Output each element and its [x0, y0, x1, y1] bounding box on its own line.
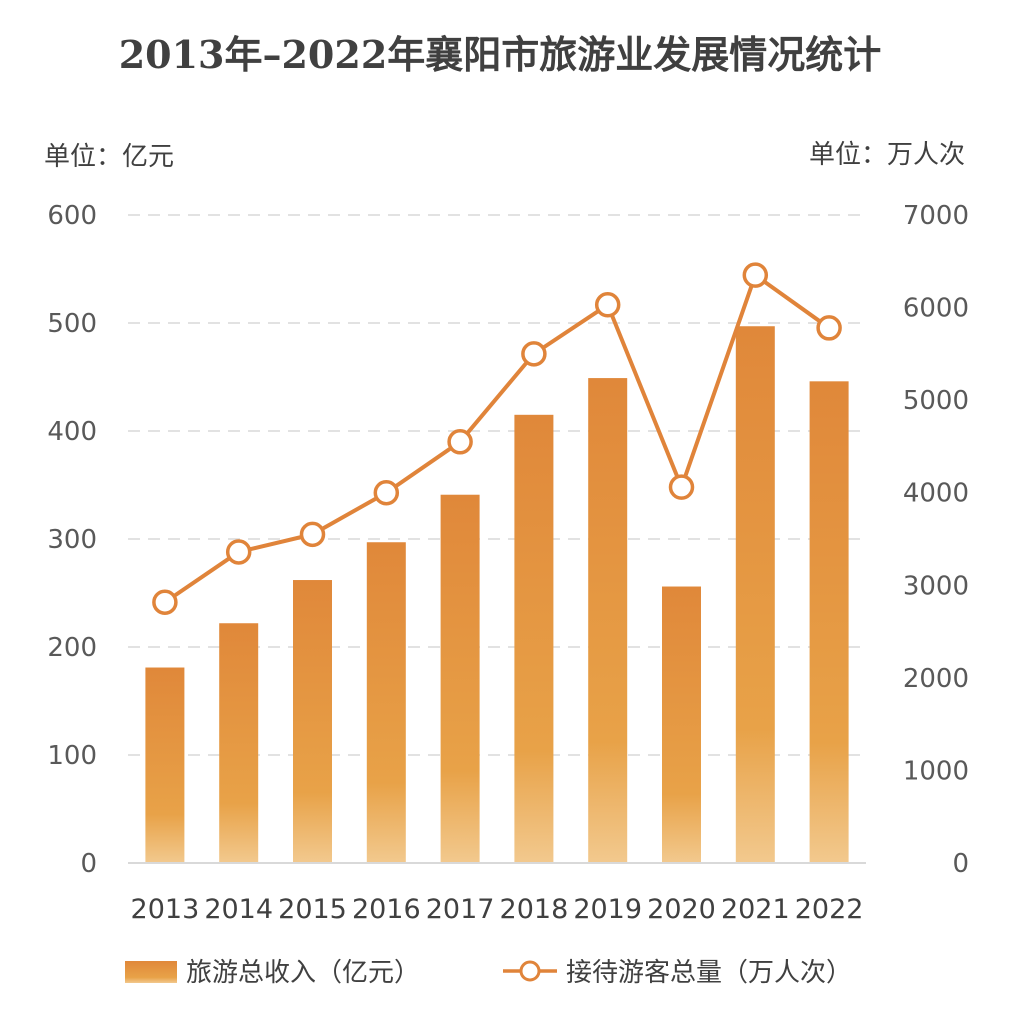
- bar-2019: [588, 378, 628, 863]
- bar-2018: [514, 414, 554, 863]
- right-tick-label: 5000: [903, 386, 969, 416]
- right-axis-ticks: 0 1000 2000 3000 4000 5000 6000 7000: [903, 201, 969, 879]
- x-tick-label: 2021: [721, 894, 790, 925]
- bar-2021: [735, 326, 775, 863]
- bar-2017: [440, 494, 480, 863]
- right-tick-label: 6000: [903, 294, 969, 324]
- legend-line-marker: [519, 960, 541, 982]
- left-tick-label: 600: [47, 201, 97, 231]
- left-tick-label: 200: [47, 633, 97, 663]
- legend: 旅游总收入（亿元） 接待游客总量（万人次）: [125, 958, 852, 988]
- point-2022: [816, 315, 842, 341]
- left-tick-label: 300: [47, 525, 97, 555]
- point-2017: [447, 429, 473, 455]
- left-tick-label: 100: [47, 741, 97, 771]
- right-tick-label: 1000: [903, 756, 969, 786]
- point-2016: [373, 479, 400, 506]
- x-tick-label: 2020: [647, 894, 716, 925]
- x-tick-label: 2022: [795, 894, 864, 925]
- x-tick-label: 2018: [500, 894, 569, 925]
- point-2020: [668, 474, 695, 500]
- bar-2022: [809, 381, 849, 863]
- bar-2016: [366, 542, 406, 863]
- left-tick-label: 500: [47, 309, 97, 339]
- x-axis-ticks: 2013 2014 2015 2016 2017 2018 2019 2020 2021 2022: [131, 894, 864, 925]
- left-tick-label: 400: [47, 417, 97, 447]
- left-axis-ticks: 0 100 200 300 400 500 600: [47, 201, 97, 879]
- x-tick-label: 2016: [352, 894, 421, 925]
- line-series: [152, 262, 842, 615]
- bar-2020: [662, 586, 701, 863]
- right-tick-label: 3000: [903, 571, 969, 601]
- bar-2014: [219, 623, 259, 863]
- point-2018: [521, 341, 547, 367]
- legend-bar-swatch: [125, 961, 177, 983]
- right-axis-unit: 单位：万人次: [809, 140, 965, 170]
- point-2015: [299, 521, 326, 548]
- right-tick-label: 7000: [903, 201, 969, 231]
- x-tick-label: 2013: [131, 894, 200, 925]
- point-2021: [742, 262, 769, 288]
- bar-2013: [145, 667, 185, 863]
- x-tick-label: 2017: [426, 894, 495, 925]
- visitors-line: [163, 273, 831, 604]
- left-tick-label: 0: [80, 849, 97, 879]
- point-2013: [152, 589, 178, 615]
- bar-series: [145, 326, 849, 863]
- legend-bar-label: 旅游总收入（亿元）: [186, 958, 420, 988]
- right-tick-label: 2000: [903, 664, 969, 694]
- point-2014: [225, 539, 252, 565]
- point-2019: [594, 292, 621, 318]
- left-axis-unit: 单位：亿元: [44, 142, 174, 172]
- x-tick-label: 2014: [204, 894, 273, 925]
- legend-line-label: 接待游客总量（万人次）: [566, 958, 852, 988]
- x-tick-label: 2019: [573, 894, 642, 925]
- chart-title: 2013年–2022年襄阳市旅游业发展情况统计: [119, 32, 882, 77]
- right-tick-label: 4000: [903, 479, 969, 509]
- x-tick-label: 2015: [278, 894, 347, 925]
- right-tick-label: 0: [952, 849, 969, 879]
- bar-2015: [293, 580, 332, 863]
